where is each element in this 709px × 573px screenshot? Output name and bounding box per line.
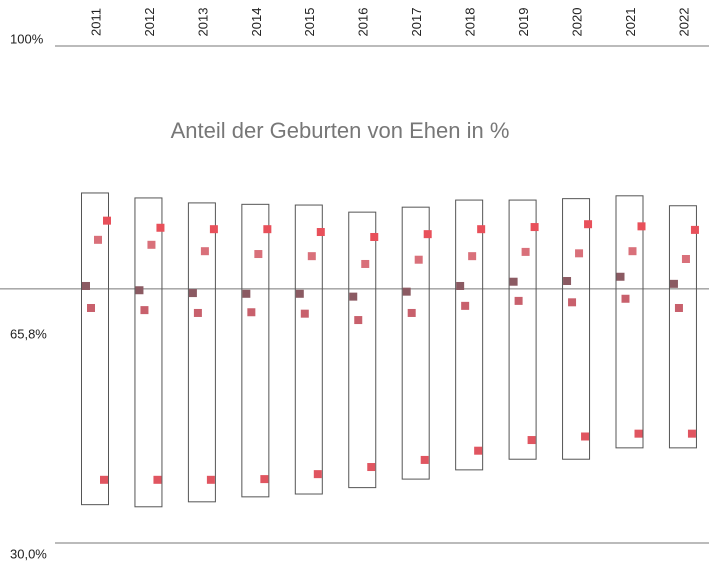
marker: [477, 225, 486, 234]
x-tick-label: 2016: [356, 8, 371, 37]
range-box: [562, 198, 591, 460]
marker: [370, 232, 379, 241]
marker: [581, 432, 590, 441]
marker: [681, 255, 690, 263]
x-tick-label: 2017: [409, 8, 424, 37]
marker: [354, 316, 363, 325]
marker: [188, 289, 197, 298]
chart-title: Anteil der Geburten von Ehen in %: [171, 118, 510, 143]
x-tick-label: 2018: [463, 8, 478, 37]
x-tick-label: 2015: [302, 8, 317, 37]
marker: [242, 289, 251, 298]
x-tick-label: 2013: [195, 8, 210, 37]
marker: [94, 235, 102, 244]
marker: [628, 247, 637, 256]
marker: [295, 289, 304, 298]
marker: [140, 306, 149, 315]
marker: [414, 255, 423, 264]
marker: [82, 281, 90, 290]
x-tick-label: 2021: [623, 8, 638, 37]
marker: [474, 446, 483, 455]
range-box: [134, 197, 163, 508]
marker: [687, 429, 696, 438]
marker: [402, 287, 411, 296]
range-box: [668, 205, 697, 449]
marker: [260, 475, 269, 484]
marker: [247, 308, 256, 317]
marker: [307, 252, 316, 261]
marker: [616, 272, 625, 281]
marker: [193, 308, 202, 317]
marker: [637, 222, 646, 231]
marker: [669, 279, 678, 288]
marker: [263, 225, 272, 234]
marker: [103, 216, 111, 225]
x-tick-label: 2011: [88, 8, 103, 36]
marker: [361, 259, 370, 268]
marker: [135, 286, 144, 295]
marker: [316, 228, 325, 237]
marker: [87, 303, 95, 312]
marker: [456, 281, 465, 290]
range-box: [455, 199, 484, 471]
y-tick-label: 100%: [10, 31, 44, 46]
range-box: [241, 203, 270, 498]
marker: [674, 303, 683, 312]
x-tick-label: 2022: [676, 8, 691, 37]
y-tick-label: 65,8%: [10, 326, 47, 341]
marker: [200, 247, 209, 256]
x-tick-label: 2014: [249, 8, 264, 37]
range-box: [348, 211, 377, 489]
marker: [527, 436, 536, 445]
marker: [209, 225, 218, 234]
marker: [156, 223, 165, 232]
range-box: [508, 199, 537, 460]
marker: [621, 294, 630, 303]
marker: [514, 296, 523, 305]
marker: [300, 309, 309, 318]
marker: [690, 225, 699, 234]
marker: [509, 277, 518, 286]
y-tick-label: 30,0%: [10, 546, 47, 561]
x-tick-label: 2020: [569, 8, 584, 37]
range-box: [81, 192, 109, 506]
x-tick-label: 2012: [142, 8, 157, 37]
marker: [254, 250, 263, 259]
marker: [634, 429, 643, 438]
marker: [530, 223, 539, 232]
marker: [206, 475, 215, 484]
marker: [367, 463, 376, 472]
x-tick-label: 2019: [516, 8, 531, 37]
range-box: [294, 204, 323, 495]
marker: [423, 230, 432, 239]
marker: [313, 470, 322, 479]
range-box: [615, 195, 644, 449]
range-box: [187, 202, 216, 503]
marker: [468, 252, 477, 261]
marker: [147, 240, 156, 249]
marker: [100, 475, 108, 484]
marker: [420, 455, 429, 464]
marker: [521, 247, 530, 256]
marker: [563, 277, 572, 286]
marker: [153, 475, 162, 484]
marker: [568, 298, 577, 307]
marker: [407, 308, 416, 317]
marker: [575, 249, 584, 258]
marker: [349, 292, 358, 301]
marker: [584, 220, 593, 229]
range-box: [401, 206, 430, 480]
marker: [461, 301, 470, 310]
